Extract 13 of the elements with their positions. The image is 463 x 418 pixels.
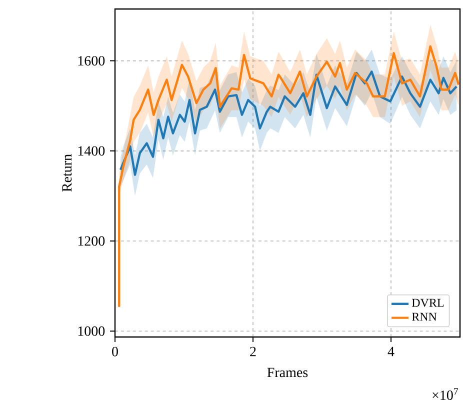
- x-tick-label: 2: [250, 346, 256, 356]
- x-tick-label: 0: [112, 346, 118, 356]
- y-tick-label: 1000: [78, 326, 105, 336]
- x-tick-label: 4: [388, 346, 394, 356]
- line-series: [119, 70, 458, 176]
- y-axis-title: Return: [62, 154, 72, 192]
- text: ×10$^{7}$: [432, 388, 458, 400]
- x-axis-title: Frames: [267, 368, 308, 378]
- legend-label: RNN: [412, 312, 437, 321]
- y-tick-label: 1600: [78, 56, 105, 66]
- y-tick-label: 1400: [78, 146, 105, 156]
- legend-label: DVRL: [412, 298, 444, 307]
- y-tick-label: 1200: [78, 236, 105, 246]
